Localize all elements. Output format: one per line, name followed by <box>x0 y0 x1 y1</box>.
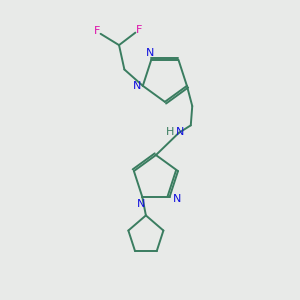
Text: H: H <box>166 127 174 137</box>
Text: N: N <box>173 194 181 204</box>
Text: N: N <box>136 199 145 208</box>
Text: F: F <box>94 26 100 36</box>
Text: F: F <box>136 25 142 35</box>
Text: N: N <box>146 48 154 59</box>
Text: N: N <box>176 127 184 137</box>
Text: N: N <box>133 81 142 91</box>
